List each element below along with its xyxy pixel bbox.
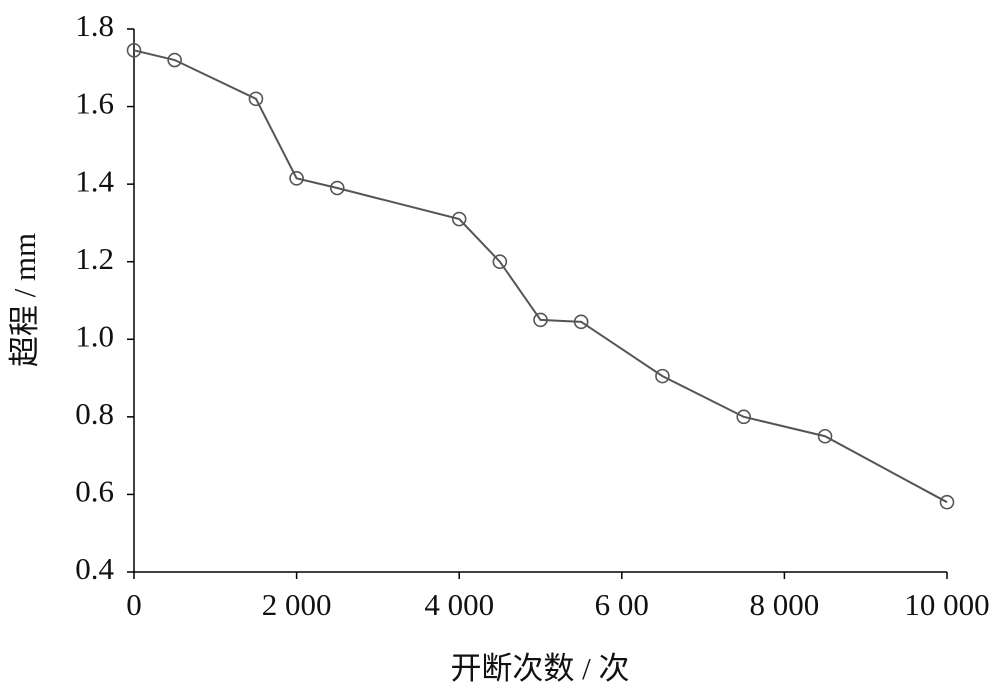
y-axis-title: 超程 / mm <box>7 233 42 367</box>
data-point <box>573 314 589 330</box>
x-tick-label: 0 <box>126 587 142 622</box>
data-line <box>133 49 948 504</box>
x-tick-label: 4 000 <box>424 587 494 622</box>
data-point <box>451 211 467 227</box>
x-axis-title: 开断次数 / 次 <box>450 651 629 686</box>
data-point <box>939 494 955 510</box>
x-tick-label: 2 000 <box>262 587 332 622</box>
data-point <box>736 409 752 425</box>
x-tick-label: 6 00 <box>595 587 649 622</box>
y-tick-label: 1.8 <box>75 8 114 43</box>
data-point <box>289 171 304 186</box>
y-tick-label: 1.4 <box>75 163 114 198</box>
data-point <box>167 52 182 68</box>
y-tick-label: 0.6 <box>75 474 114 509</box>
y-tick-label: 0.4 <box>75 551 114 586</box>
data-point <box>492 254 508 270</box>
data-point <box>248 91 264 107</box>
data-point <box>329 180 345 196</box>
y-tick-label: 1.2 <box>75 241 114 276</box>
y-tick-label: 1.6 <box>75 86 114 121</box>
x-tick-label: 10 000 <box>904 587 989 622</box>
y-tick-label: 1.0 <box>75 318 114 353</box>
data-point <box>655 368 670 384</box>
data-point <box>817 428 833 444</box>
data-point <box>533 312 548 328</box>
x-tick-label: 8 000 <box>750 587 820 622</box>
y-tick-label: 0.8 <box>75 396 114 431</box>
data-point <box>126 43 142 58</box>
